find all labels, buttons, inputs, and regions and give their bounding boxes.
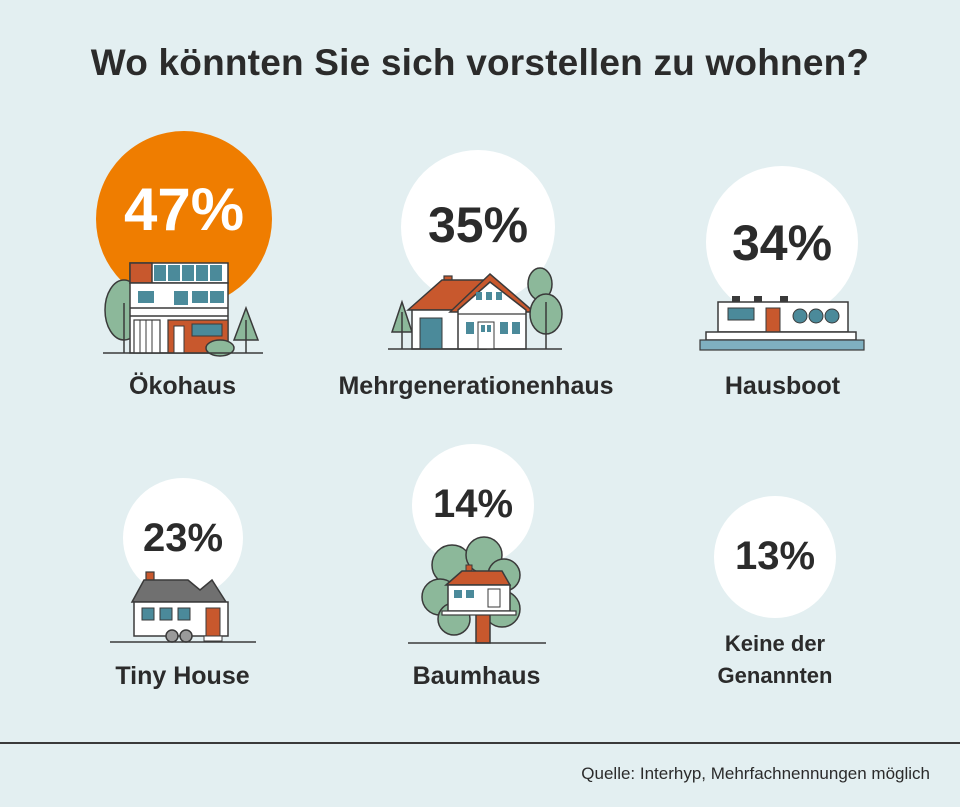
- treehouse-icon: [408, 536, 546, 644]
- category-label: Hausboot: [724, 372, 841, 400]
- value-label: 14%: [432, 482, 514, 526]
- value-label: 23%: [142, 516, 224, 560]
- category-label: Baumhaus: [412, 662, 541, 690]
- footer-divider: [0, 742, 960, 744]
- multigenerational-house-icon: [388, 267, 563, 350]
- value-circle: 13%: [714, 496, 836, 618]
- category-label: Tiny House: [115, 662, 250, 690]
- category-label: Keine der Genannten: [717, 631, 833, 688]
- value-label: 13%: [734, 534, 816, 578]
- category-label: Ökohaus: [129, 372, 236, 400]
- value-label: 34%: [731, 215, 833, 271]
- eco-house-icon: [103, 262, 263, 357]
- value-circle: 23%: [123, 478, 243, 598]
- value-label: 47%: [123, 176, 245, 243]
- tiny-house-icon: [110, 571, 256, 643]
- value-circle: 34%: [706, 166, 858, 318]
- houseboat-icon: [699, 296, 865, 351]
- value-label: 35%: [427, 197, 529, 253]
- chart-title: Wo könnten Sie sich vorstellen zu wohnen…: [90, 42, 870, 83]
- source-note: Quelle: Interhyp, Mehrfachnennungen mögl…: [581, 764, 930, 783]
- category-label: Mehrgenerationenhaus: [338, 372, 614, 400]
